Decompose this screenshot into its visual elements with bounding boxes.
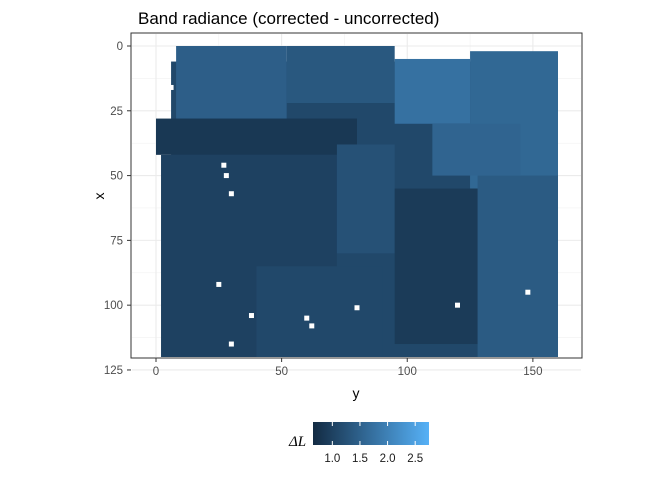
heatmap-region bbox=[336, 144, 395, 254]
missing-cell bbox=[525, 289, 531, 295]
missing-cell bbox=[304, 315, 310, 321]
y-tick-label: 0 bbox=[117, 41, 123, 53]
y-tick-label: 100 bbox=[104, 300, 123, 312]
legend-tick-label: 2.0 bbox=[380, 453, 396, 465]
missing-cell bbox=[248, 313, 254, 319]
missing-cell bbox=[221, 162, 227, 168]
legend-colorbar bbox=[313, 422, 429, 445]
y-tick-label: 25 bbox=[110, 106, 123, 118]
y-tick-label: 50 bbox=[110, 171, 123, 183]
heatmap-region bbox=[256, 266, 383, 357]
missing-cell bbox=[455, 302, 460, 308]
missing-cell bbox=[223, 173, 229, 179]
heatmap-region bbox=[176, 46, 287, 119]
missing-cell bbox=[228, 341, 234, 347]
missing-cell bbox=[354, 305, 360, 311]
x-tick-label: 150 bbox=[523, 366, 542, 378]
missing-cell bbox=[309, 323, 315, 329]
heatmap-region bbox=[394, 188, 478, 345]
heatmap-region bbox=[477, 175, 558, 357]
x-tick-label: 100 bbox=[398, 366, 417, 378]
chart-title: Band radiance (corrected - uncorrected) bbox=[138, 9, 439, 28]
legend-tick-label: 2.5 bbox=[407, 453, 423, 465]
legend-title: ΔL bbox=[288, 434, 306, 450]
missing-cell bbox=[168, 84, 174, 90]
missing-cell bbox=[216, 281, 222, 287]
heatmap-tiles bbox=[156, 46, 558, 358]
heatmap-region bbox=[432, 123, 521, 176]
heatmap-region bbox=[286, 46, 395, 104]
y-tick-label: 125 bbox=[104, 365, 123, 377]
y-tick-label: 75 bbox=[110, 235, 123, 247]
x-tick-label: 0 bbox=[153, 366, 159, 378]
x-axis-ticks: 0 50 100 150 bbox=[153, 358, 542, 378]
legend-ticks: 1.0 1.5 2.0 2.5 bbox=[324, 422, 423, 465]
heatmap-region bbox=[156, 118, 357, 155]
missing-cell bbox=[228, 191, 234, 197]
legend-tick-label: 1.5 bbox=[352, 453, 368, 465]
heatmap-region bbox=[394, 58, 471, 124]
x-tick-label: 50 bbox=[275, 366, 288, 378]
y-axis-label: x bbox=[91, 193, 107, 200]
y-axis-ticks: 0 25 50 75 100 125 bbox=[104, 41, 131, 377]
legend-tick-label: 1.0 bbox=[324, 453, 340, 465]
x-axis-label: y bbox=[353, 385, 360, 401]
